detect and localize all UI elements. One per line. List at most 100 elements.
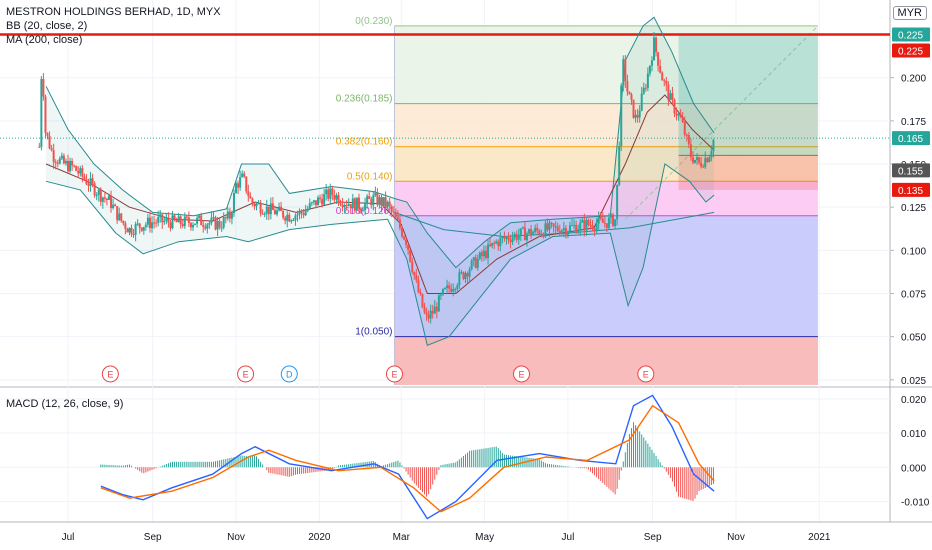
- candle-body: [480, 252, 483, 257]
- candle-body: [56, 162, 59, 164]
- candle-body: [589, 224, 592, 226]
- candle-body: [163, 220, 166, 223]
- candle-body: [460, 272, 463, 274]
- candle-body: [636, 114, 639, 118]
- candle-body: [224, 217, 227, 219]
- candle-body: [700, 162, 703, 167]
- candle-body: [169, 222, 172, 229]
- bollinger-lower-band: [45, 163, 715, 346]
- candle-body: [165, 218, 168, 221]
- candle-body: [368, 196, 371, 199]
- candle-body: [124, 223, 127, 229]
- candle-body: [228, 211, 231, 219]
- candle-body: [521, 227, 524, 229]
- candle-body: [544, 223, 547, 237]
- candle-body: [284, 217, 287, 221]
- candle-body: [40, 79, 43, 147]
- candle-body: [200, 215, 203, 226]
- candle-body: [353, 198, 356, 211]
- candle-body: [542, 233, 545, 237]
- candle-body: [673, 99, 676, 114]
- price-scale-badge: [892, 182, 930, 197]
- candle-body: [261, 213, 264, 215]
- candle-body: [394, 212, 397, 218]
- candle-body: [620, 85, 623, 147]
- candle-body: [218, 221, 221, 228]
- candle-body: [421, 294, 424, 308]
- candle-body: [247, 191, 250, 197]
- candle-body: [546, 223, 549, 230]
- candle-body: [263, 213, 266, 215]
- candle-body: [308, 203, 311, 209]
- candle-body: [159, 214, 162, 218]
- price-pane: 0.0250.0500.0750.1000.1250.1500.1750.200…: [0, 0, 932, 522]
- macd-legend[interactable]: MACD (12, 26, close, 9): [6, 398, 124, 410]
- candle-body: [581, 220, 584, 223]
- candle-body: [235, 183, 238, 194]
- macd-y-tick-label: 0.010: [901, 429, 926, 440]
- candle-body: [48, 135, 51, 149]
- candle-body: [181, 224, 184, 227]
- candle-body: [571, 225, 574, 227]
- candle-body: [38, 146, 41, 148]
- candle-body: [472, 257, 475, 261]
- candle-body: [384, 197, 387, 207]
- price-scale-badge: [892, 131, 930, 146]
- candle-body: [275, 210, 278, 215]
- candle-body: [191, 224, 194, 228]
- candle-body: [515, 233, 518, 240]
- candle-body: [685, 134, 688, 136]
- candle-body: [271, 203, 274, 210]
- candle-body: [73, 165, 76, 167]
- candle-body: [251, 198, 254, 204]
- candle-body: [489, 244, 492, 246]
- x-tick-label: 2020: [308, 532, 331, 543]
- fib-level-label: 0.236(0.185): [336, 94, 393, 105]
- candle-body: [507, 237, 510, 241]
- x-tick-label: 2021: [808, 532, 831, 543]
- candle-body: [130, 227, 133, 235]
- bollinger-legend[interactable]: BB (20, close, 2): [6, 20, 88, 32]
- candle-body: [259, 203, 262, 214]
- candle-body: [296, 214, 299, 216]
- candle-body: [95, 194, 98, 196]
- event-marker: [237, 365, 255, 383]
- candle-body: [456, 285, 459, 289]
- candle-body: [118, 213, 121, 221]
- y-tick-label: 0.200: [901, 74, 926, 85]
- candle-body: [562, 228, 565, 231]
- candle-body: [280, 206, 283, 211]
- candle-body: [79, 168, 82, 174]
- candle-body: [458, 272, 461, 286]
- candle-body: [519, 228, 522, 236]
- event-marker-label: E: [519, 370, 525, 380]
- candle-body: [374, 192, 377, 196]
- candle-body: [659, 65, 662, 73]
- candle-body: [597, 217, 600, 224]
- candle-body: [380, 197, 383, 206]
- candle-body: [206, 224, 209, 229]
- time-axis: Jul Sep Nov 2020 Mar May Jul Sep Nov 2021: [0, 521, 932, 543]
- fib-band-lower: [394, 336, 818, 385]
- fib-level-label: 0(0.230): [355, 16, 392, 27]
- candle-body: [196, 217, 199, 224]
- candle-body: [427, 314, 430, 319]
- candle-body: [691, 157, 694, 163]
- candle-body: [505, 237, 508, 239]
- candle-body: [532, 232, 535, 236]
- candle-body: [534, 227, 537, 233]
- candle-body: [314, 200, 317, 206]
- ma-legend[interactable]: MA (200, close): [6, 34, 83, 46]
- candle-body: [599, 217, 602, 219]
- candle-body: [640, 93, 643, 111]
- y-tick-label: 0.125: [901, 203, 926, 214]
- candle-body: [204, 226, 207, 229]
- candle-body: [677, 114, 680, 116]
- currency-badge[interactable]: MYR: [892, 6, 927, 20]
- event-marker-label: D: [286, 370, 293, 380]
- candle-body: [390, 206, 393, 212]
- fib-band: [394, 103, 818, 147]
- candle-body: [419, 292, 422, 295]
- candle-body: [403, 236, 406, 240]
